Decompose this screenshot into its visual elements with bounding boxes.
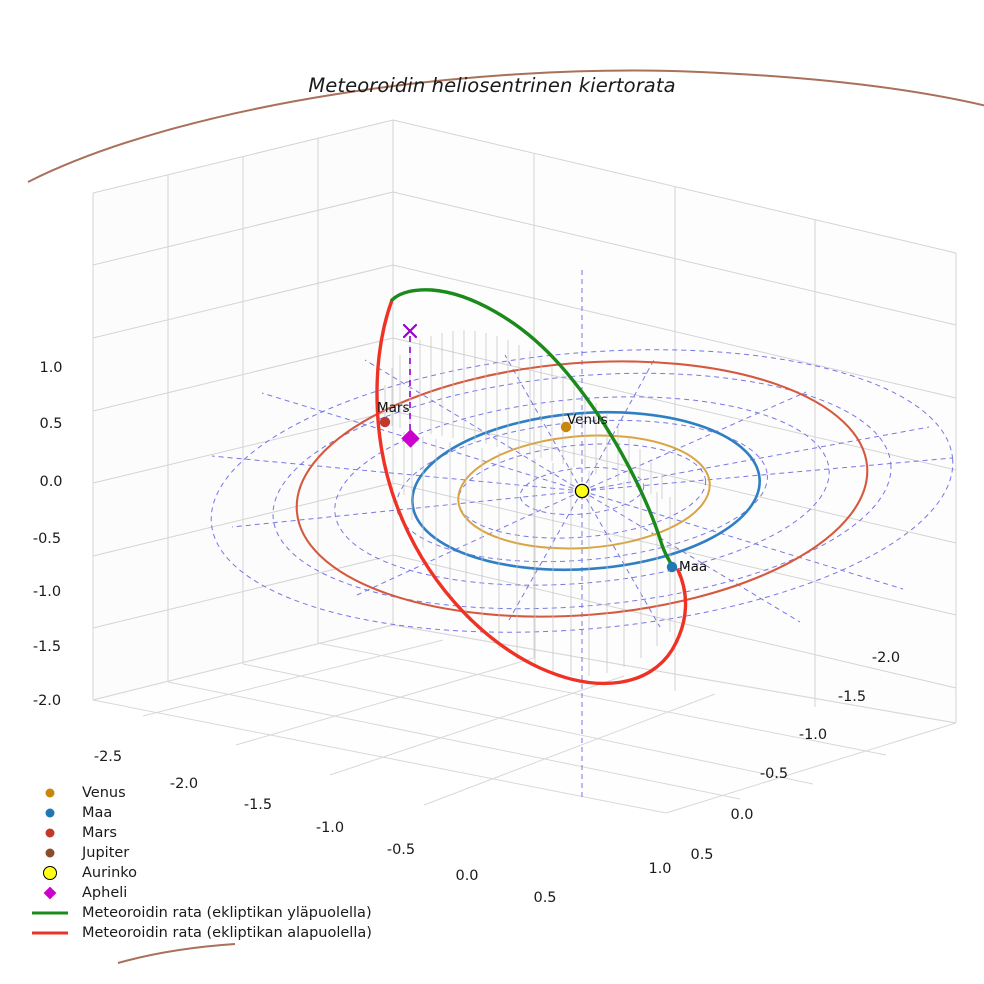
meteoroid-orbit-below-ecliptic [375,298,688,686]
legend-item-jupiter[interactable]: Jupiter [30,843,372,863]
legend-label-apheli: Apheli [82,885,128,901]
x-tick-3: -1.0 [315,820,345,836]
aurinko-marker [574,483,590,499]
legend-label-maa: Maa [82,805,113,821]
legend-item-orbit-above[interactable]: Meteoroidin rata (ekliptikan yläpuolella… [30,903,372,923]
x-tick-5: 0.0 [455,868,479,884]
venus-marker [560,421,572,433]
jupiter-dot-icon [30,843,82,863]
legend-item-aurinko[interactable]: Aurinko [30,863,372,883]
legend-label-aurinko: Aurinko [82,865,138,881]
legend-label-mars: Mars [82,825,117,841]
legend-item-venus[interactable]: Venus [30,783,372,803]
orbit-stems [384,330,671,676]
legend-label-venus: Venus [82,785,126,801]
mars-dot-icon [30,823,82,843]
jupiter-orbit [27,69,984,964]
legend-label-orbit-above: Meteoroidin rata (ekliptikan yläpuolella… [82,905,372,921]
x-tick-4: -0.5 [386,842,416,858]
floor-grid [92,624,957,814]
legend-item-maa[interactable]: Maa [30,803,372,823]
y-tick-1: -1.5 [837,689,867,705]
plot-label-maa: Maa [679,559,708,575]
y-tick-4: 0.0 [730,807,754,823]
z-tick-2: 0.0 [39,474,63,490]
plot-label-mars: Mars [377,400,410,416]
apheli-diamond-icon [30,883,82,903]
legend: Venus Maa Mars Jupiter Aurinko [30,783,372,943]
x-tick-2: -1.5 [243,797,273,813]
apheli-marker [401,429,420,448]
maa-marker [666,561,678,573]
z-tick-4: -1.0 [32,584,62,600]
x-tick-0: -2.5 [93,749,123,765]
mars-orbit [295,360,869,618]
maa-dot-icon [30,803,82,823]
z-tick-5: -1.5 [32,639,62,655]
venus-dot-icon [30,783,82,803]
meteoroid-orbit-above-ecliptic [390,288,674,570]
venus-orbit [457,434,711,550]
page-title: Meteoroidin heliosentrinen kiertorata [308,74,676,97]
z-tick-6: -2.0 [32,693,62,709]
y-tick-5: 0.5 [690,847,714,863]
x-tick-7: 1.0 [648,861,672,877]
legend-item-mars[interactable]: Mars [30,823,372,843]
legend-label-orbit-below: Meteoroidin rata (ekliptikan alapuolella… [82,925,372,941]
z-tick-3: -0.5 [32,531,62,547]
planet-markers [379,416,678,573]
y-tick-0: -2.0 [871,650,901,666]
z-tick-1: 0.5 [39,416,63,432]
legend-item-orbit-below[interactable]: Meteoroidin rata (ekliptikan alapuolella… [30,923,372,943]
x-tick-1: -2.0 [169,776,199,792]
y-tick-2: -1.0 [798,727,828,743]
legend-label-jupiter: Jupiter [82,845,130,861]
aurinko-dot-icon [30,863,82,883]
z-tick-0: 1.0 [39,360,63,376]
mars-marker [379,416,391,428]
green-line-icon [30,903,82,923]
legend-item-apheli[interactable]: Apheli [30,883,372,903]
apheli-projection-x-icon [402,323,418,339]
x-tick-6: 0.5 [533,890,557,906]
y-tick-3: -0.5 [759,766,789,782]
red-line-icon [30,923,82,943]
plot-label-venus: Venus [567,412,608,428]
